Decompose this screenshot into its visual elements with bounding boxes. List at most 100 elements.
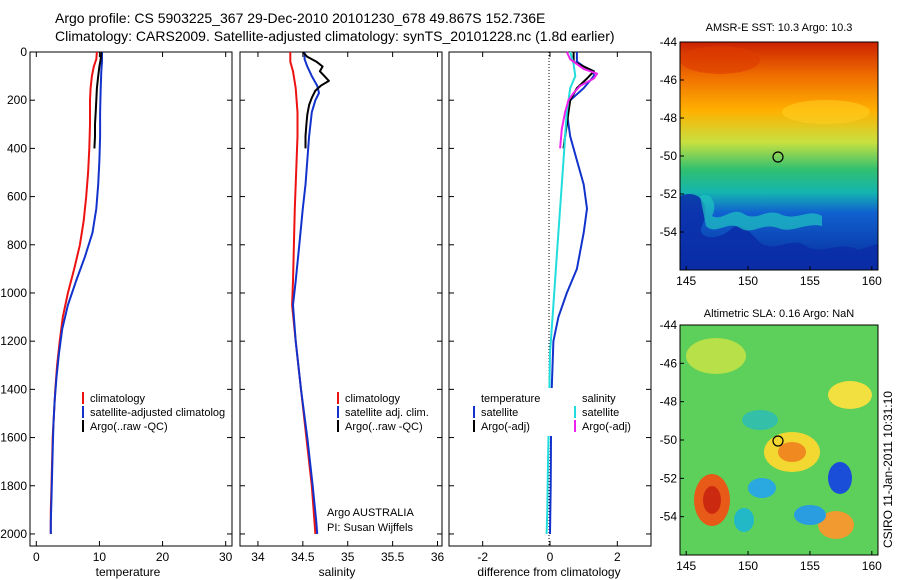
y-tick-label: 800 xyxy=(7,238,27,252)
x-tick-label: 35 xyxy=(341,550,355,564)
x-tick-label: 145 xyxy=(676,559,696,573)
legend-label-climatology: climatology xyxy=(345,393,401,405)
legend-label-temp-satellite: satellite xyxy=(481,407,518,419)
legend-label-argo: Argo(..raw -QC) xyxy=(345,421,423,433)
sla-anomaly-cold xyxy=(828,462,852,494)
series-line-argo-raw-qc- xyxy=(93,51,103,149)
series-line-salinity-satellite xyxy=(545,51,577,535)
annotation-argo-australia: Argo AUSTRALIA xyxy=(327,507,414,519)
x-tick-label: 145 xyxy=(676,274,696,288)
timestamp-stamp: CSIRO 11-Jan-2011 10:31:10 xyxy=(881,391,895,548)
x-tick-label: 0 xyxy=(547,550,554,564)
y-tick-label: -52 xyxy=(660,471,678,485)
salinity-legend: climatology satellite adj. clim. Argo(..… xyxy=(337,392,429,433)
x-tick-label: 155 xyxy=(800,274,820,288)
series-line-satellite-adjusted-climatolog xyxy=(49,52,103,534)
series-line-argo-raw-qc- xyxy=(302,51,330,149)
sst-warm-patch xyxy=(680,46,760,74)
legend-label-climatology: climatology xyxy=(90,393,146,405)
temperature-chart: 0 10 20 30 0 200 400 600 800 1000 1200 1400 1600 1800… xyxy=(0,45,232,579)
temperature-legend: climatology satellite-adjusted climatolo… xyxy=(82,392,225,433)
sst-cyan-tongue xyxy=(700,194,822,231)
sla-texture xyxy=(686,338,872,539)
sla-map-ticks: 145 150 155 160 -44 -46 -48 -50 -52 -54 xyxy=(660,318,882,573)
y-tick-label: 1400 xyxy=(0,382,27,396)
sst-texture xyxy=(680,46,878,270)
x-tick-label: 34.5 xyxy=(291,550,315,564)
y-tick-label: 1600 xyxy=(0,431,27,445)
header-line-1: Argo profile: CS 5903225_367 29-Dec-2010… xyxy=(55,10,545,26)
x-tick-label: 160 xyxy=(862,559,882,573)
y-tick-label: -46 xyxy=(660,73,678,87)
sst-cold-eddies xyxy=(680,194,878,270)
header-line-2: Climatology: CARS2009. Satellite-adjuste… xyxy=(55,28,615,44)
x-tick-label: 155 xyxy=(800,559,820,573)
temperature-lines xyxy=(49,51,103,534)
y-tick-label: -54 xyxy=(660,510,678,524)
x-tick-label: 36 xyxy=(431,550,445,564)
y-tick-label: -44 xyxy=(660,35,678,49)
sst-yellow-patch xyxy=(782,100,870,124)
legend-label-satellite: satellite-adjusted climatolog xyxy=(90,407,225,419)
legend-label-satellite: satellite adj. clim. xyxy=(345,407,429,419)
sst-map-ticks: 145 150 155 160 -44 -46 -48 -50 -52 -54 xyxy=(660,35,882,288)
temperature-xlabel: temperature xyxy=(96,565,161,579)
sla-anomaly-cold xyxy=(734,508,754,532)
salinity-axes-box xyxy=(239,51,443,547)
y-tick-label: -50 xyxy=(660,433,678,447)
legend-title-temperature: temperature xyxy=(481,393,540,405)
y-tick-label: -48 xyxy=(660,111,678,125)
argo-location-marker xyxy=(772,151,784,163)
sla-anomaly-warm xyxy=(818,511,854,539)
x-tick-label: 2 xyxy=(614,550,621,564)
series-line-satellite-adj-clim- xyxy=(292,52,320,535)
y-tick-label: -52 xyxy=(660,187,678,201)
x-tick-label: 150 xyxy=(738,559,758,573)
legend-title-salinity: salinity xyxy=(582,393,616,405)
difference-legend: temperature satellite Argo(-adj) salinit… xyxy=(470,388,646,436)
salinity-ticks: 34 34.5 35 35.5 36 xyxy=(240,51,445,564)
sla-anomaly-cold xyxy=(794,505,826,525)
x-tick-label: 0 xyxy=(33,550,40,564)
sst-map: AMSR-E SST: 10.3 Argo: 10.3 145 150 155 160… xyxy=(660,22,882,288)
difference-chart: -2 0 2 difference from climatology tempera… xyxy=(448,51,652,579)
sst-map-title: AMSR-E SST: 10.3 Argo: 10.3 xyxy=(706,22,853,34)
sla-anomaly-warm xyxy=(828,381,872,409)
legend-background xyxy=(470,388,646,436)
sla-anomaly-warm xyxy=(703,486,721,514)
y-tick-label: 0 xyxy=(20,45,27,59)
x-tick-label: 10 xyxy=(93,550,107,564)
x-tick-label: 30 xyxy=(219,550,233,564)
temperature-ticks: 0 10 20 30 0 200 400 600 800 1000 1200 1400 1600 1800… xyxy=(0,45,232,564)
argo-location-marker xyxy=(772,435,784,447)
y-tick-label: 2000 xyxy=(0,527,27,541)
sst-field xyxy=(680,42,878,270)
y-tick-label: -48 xyxy=(660,395,678,409)
sla-anomaly-warm xyxy=(778,442,806,462)
legend-label-sal-satellite: satellite xyxy=(582,407,619,419)
y-tick-label: -44 xyxy=(660,318,678,332)
y-tick-label: -54 xyxy=(660,225,678,239)
sla-anomaly-cold xyxy=(742,410,778,430)
y-tick-label: 1200 xyxy=(0,334,27,348)
legend-label-sal-argo: Argo(-adj) xyxy=(582,421,631,433)
y-tick-label: 1800 xyxy=(0,479,27,493)
x-tick-label: -2 xyxy=(477,550,488,564)
y-tick-label: 1000 xyxy=(0,286,27,300)
sla-map: Altimetric SLA: 0.16 Argo: NaN 145 150 155… xyxy=(660,308,882,573)
x-tick-label: 150 xyxy=(738,274,758,288)
x-tick-label: 20 xyxy=(156,550,170,564)
y-tick-label: 400 xyxy=(7,141,27,155)
difference-xlabel: difference from climatology xyxy=(477,565,620,579)
difference-ticks: -2 0 2 xyxy=(449,51,651,564)
legend-label-temp-argo: Argo(-adj) xyxy=(481,421,530,433)
series-line-salinity-argo-adj- xyxy=(559,51,599,149)
difference-lines xyxy=(545,51,599,535)
sla-map-title: Altimetric SLA: 0.16 Argo: NaN xyxy=(704,308,854,320)
x-tick-label: 160 xyxy=(862,274,882,288)
y-tick-label: 200 xyxy=(7,93,27,107)
salinity-lines xyxy=(289,51,330,535)
temperature-axes-box xyxy=(29,51,233,547)
annotation-pi-name: PI: Susan Wijffels xyxy=(327,522,413,534)
